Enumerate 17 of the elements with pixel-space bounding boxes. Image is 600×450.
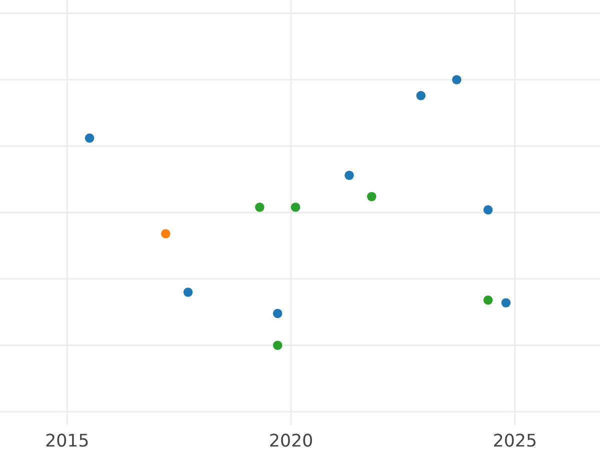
- x-tick-label: 2025: [494, 434, 536, 447]
- point: [452, 75, 462, 84]
- point: [255, 202, 264, 212]
- point: [84, 134, 94, 143]
- point: [161, 229, 170, 238]
- point: [501, 298, 511, 308]
- point: [483, 296, 493, 305]
- point: [344, 170, 354, 180]
- x-tick-label: 2020: [270, 434, 312, 447]
- point: [273, 308, 282, 318]
- point: [183, 288, 193, 297]
- x-tick-label: 2015: [46, 434, 88, 447]
- point: [273, 340, 282, 350]
- point: [367, 192, 376, 202]
- point: [416, 91, 426, 100]
- point: [290, 202, 300, 212]
- point: [483, 205, 493, 214]
